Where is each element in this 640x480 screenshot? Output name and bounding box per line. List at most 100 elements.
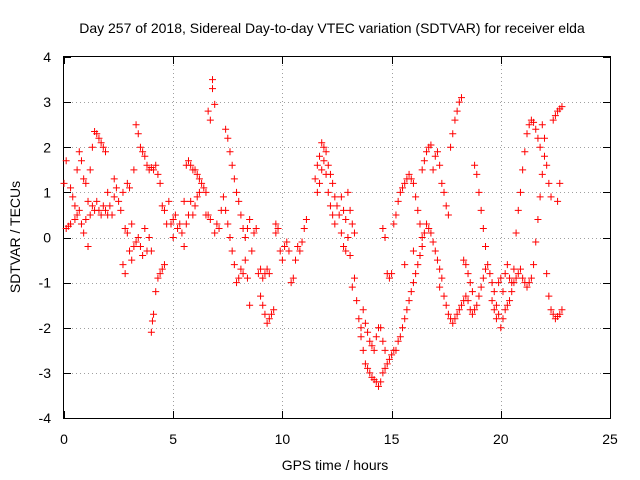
data-point bbox=[558, 103, 566, 111]
data-point bbox=[285, 247, 293, 255]
data-point bbox=[193, 193, 201, 201]
data-point bbox=[263, 319, 271, 327]
y-tick-label: -2 bbox=[39, 320, 52, 336]
data-point bbox=[259, 301, 267, 309]
data-point bbox=[222, 206, 230, 214]
data-point bbox=[530, 261, 538, 269]
data-point bbox=[396, 333, 404, 341]
data-point bbox=[292, 256, 300, 264]
data-point bbox=[250, 229, 258, 237]
data-point bbox=[475, 188, 483, 196]
data-point bbox=[230, 261, 238, 269]
data-point bbox=[482, 265, 490, 273]
data-point bbox=[176, 220, 184, 228]
data-point bbox=[433, 256, 441, 264]
data-point bbox=[213, 220, 221, 228]
data-point bbox=[453, 310, 461, 318]
data-point bbox=[241, 256, 249, 264]
data-point bbox=[219, 193, 227, 201]
data-point bbox=[115, 197, 123, 205]
data-point bbox=[75, 148, 83, 156]
data-point bbox=[350, 229, 358, 237]
data-point bbox=[405, 297, 413, 305]
data-point bbox=[512, 229, 520, 237]
data-point bbox=[490, 306, 498, 314]
data-point bbox=[486, 270, 494, 278]
data-point bbox=[440, 292, 448, 300]
data-point bbox=[462, 261, 470, 269]
data-point bbox=[67, 184, 75, 192]
data-point bbox=[246, 301, 254, 309]
data-point bbox=[154, 274, 162, 282]
data-point bbox=[86, 166, 94, 174]
data-point bbox=[123, 229, 131, 237]
data-point bbox=[198, 179, 206, 187]
x-tick-label: 0 bbox=[60, 431, 68, 447]
data-point bbox=[506, 297, 514, 305]
data-point bbox=[226, 148, 234, 156]
data-point bbox=[344, 234, 352, 241]
data-point bbox=[337, 229, 345, 237]
data-point bbox=[311, 175, 319, 183]
data-point bbox=[300, 224, 308, 232]
data-point bbox=[117, 206, 125, 214]
data-point bbox=[106, 202, 114, 210]
x-tick-label: 15 bbox=[384, 431, 400, 447]
data-point bbox=[549, 310, 557, 318]
data-point bbox=[431, 247, 439, 255]
y-tick-label: -3 bbox=[39, 365, 52, 381]
data-point bbox=[167, 220, 175, 228]
data-point bbox=[436, 265, 444, 273]
data-point bbox=[313, 161, 321, 169]
data-point bbox=[344, 188, 352, 196]
data-point bbox=[457, 94, 465, 102]
x-tick-label: 25 bbox=[602, 431, 618, 447]
plot-frame bbox=[63, 56, 611, 419]
data-point bbox=[532, 238, 540, 246]
data-point bbox=[379, 224, 387, 232]
data-point bbox=[318, 166, 326, 174]
data-point bbox=[442, 301, 450, 309]
data-point bbox=[276, 247, 284, 255]
data-point bbox=[206, 215, 214, 223]
data-point bbox=[516, 265, 524, 273]
data-point bbox=[126, 247, 134, 255]
data-point bbox=[453, 107, 461, 115]
data-point bbox=[265, 270, 273, 278]
data-point bbox=[313, 188, 321, 196]
data-point bbox=[257, 292, 265, 300]
data-point bbox=[259, 274, 267, 282]
data-point bbox=[86, 211, 94, 219]
data-point bbox=[265, 315, 273, 323]
data-point bbox=[355, 315, 363, 323]
data-point bbox=[510, 265, 518, 273]
data-point bbox=[139, 148, 147, 156]
y-tick-label: -1 bbox=[39, 275, 52, 291]
data-point bbox=[523, 283, 531, 291]
data-point bbox=[204, 211, 212, 219]
data-point bbox=[438, 179, 446, 187]
data-point bbox=[112, 184, 120, 192]
data-point bbox=[82, 215, 90, 223]
data-point bbox=[335, 211, 343, 219]
data-point bbox=[141, 224, 149, 232]
data-point bbox=[540, 134, 548, 142]
data-point bbox=[248, 247, 256, 255]
data-point bbox=[427, 141, 435, 149]
y-tick-label: 2 bbox=[43, 139, 51, 155]
data-point bbox=[479, 224, 487, 232]
data-point bbox=[171, 211, 179, 219]
data-point bbox=[252, 224, 260, 232]
data-point bbox=[97, 211, 105, 219]
data-point bbox=[62, 157, 70, 165]
data-point bbox=[99, 202, 107, 210]
data-point bbox=[340, 206, 348, 214]
data-point bbox=[381, 364, 389, 372]
data-point bbox=[267, 310, 275, 318]
data-point bbox=[558, 306, 566, 314]
data-point bbox=[444, 211, 452, 219]
data-point bbox=[534, 215, 542, 223]
data-point bbox=[383, 360, 391, 368]
data-point bbox=[97, 139, 105, 147]
